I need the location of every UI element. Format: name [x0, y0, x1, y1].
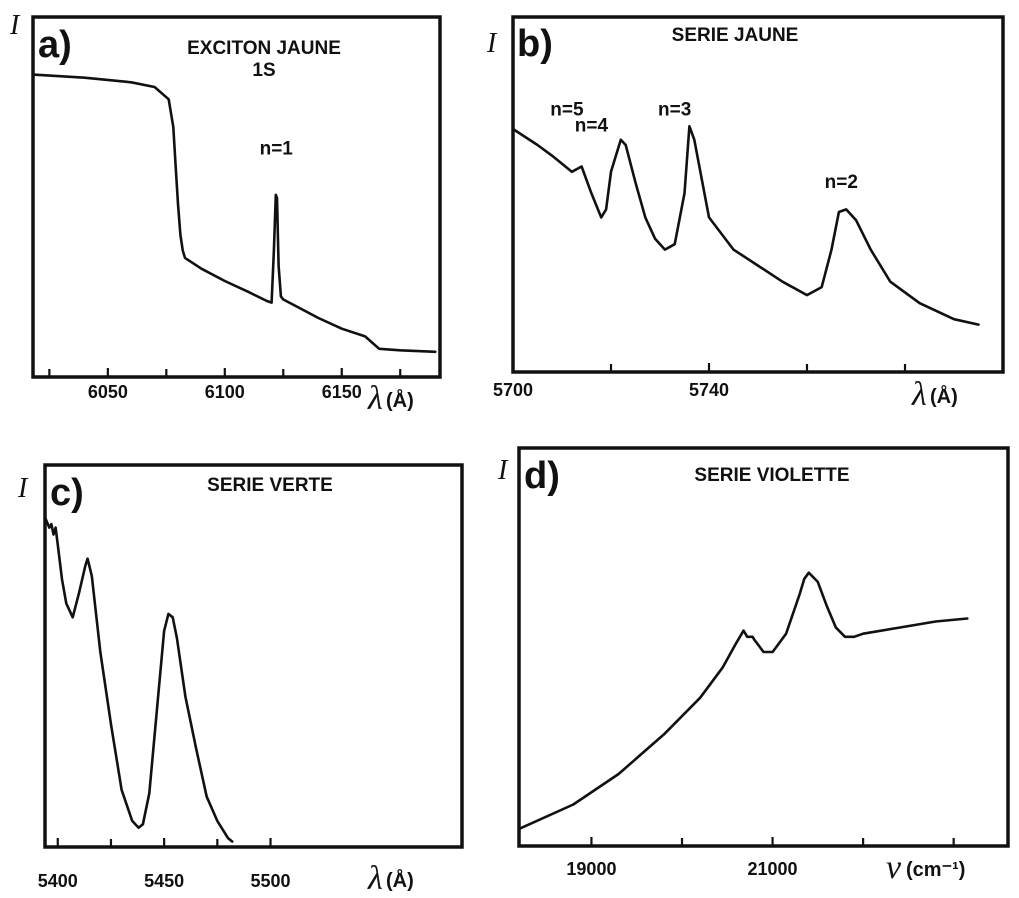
panel-b-title: SERIE JAUNE — [672, 25, 799, 46]
panel-d-xtick-label: 19000 — [566, 859, 616, 879]
panel-b-frame — [511, 15, 1005, 374]
panel-c-letter: c) — [50, 472, 84, 514]
panel-c-xtick-label: 5450 — [144, 871, 184, 891]
panel-c-xtick-label: 5400 — [38, 871, 78, 891]
panel-d: I d) SERIE VIOLETTE 19000 21000 ν (cm⁻¹) — [497, 446, 1010, 886]
panel-b-xtick-label: 5740 — [689, 380, 729, 400]
panel-d-xlabel-unit: (cm⁻¹) — [906, 859, 965, 881]
panel-d-letter: d) — [524, 455, 560, 497]
panel-b-xlabel-symbol: λ — [911, 376, 927, 413]
panel-b-plot: 5700 5740 n=5n=4 n=3 n=2 — [493, 100, 980, 400]
panel-a-plot: 6050 6100 6150 n=1 — [31, 73, 437, 402]
panel-a-letter: a) — [38, 24, 72, 66]
panel-a-annotation: n=1 — [260, 139, 294, 160]
panel-a-ylabel: I — [9, 10, 21, 41]
panel-c-ylabel: I — [17, 473, 29, 504]
panel-d-xtick-label: 21000 — [748, 859, 798, 879]
panel-d-ylabel: I — [497, 455, 509, 486]
panel-c-xlabel-unit: (Å) — [386, 868, 414, 892]
panel-b-xtick-label: 5700 — [493, 380, 533, 400]
panel-b-ylabel: I — [486, 28, 498, 59]
panel-a-xtick-label: 6150 — [322, 382, 362, 402]
panel-b-xlabel-unit: (Å) — [930, 384, 958, 408]
panel-a-frame — [31, 15, 442, 379]
panel-b-annotation: n=3 — [658, 100, 691, 121]
panel-c: I c) SERIE VERTE 5400 5450 5500 λ (Å) — [17, 463, 464, 897]
panel-c-xlabel-symbol: λ — [367, 860, 383, 897]
panel-c-series-line — [43, 516, 234, 843]
panel-c-frame — [43, 463, 464, 849]
panel-b-annotation: n=5 — [550, 100, 584, 121]
panel-d-frame — [517, 446, 1010, 848]
panel-a-xlabel-symbol: λ — [367, 380, 383, 417]
panel-b-letter: b) — [517, 23, 553, 65]
panel-b-annotation: n=2 — [825, 172, 858, 193]
panel-b-series-line — [511, 125, 980, 326]
panel-d-xlabel-symbol: ν — [886, 849, 902, 886]
panel-c-title: SERIE VERTE — [207, 475, 333, 496]
panel-a-title: EXCITON JAUNE — [187, 38, 341, 59]
panel-c-plot: 5400 5450 5500 — [38, 516, 291, 891]
panel-c-xtick-label: 5500 — [250, 871, 290, 891]
panel-b-annotation: n=4 — [575, 116, 609, 137]
panel-a-xtick-label: 6050 — [88, 382, 128, 402]
panel-d-plot: 19000 21000 — [517, 571, 969, 879]
panel-a-series-line — [31, 73, 437, 354]
panel-d-series-line — [517, 571, 969, 831]
panel-a-xtick-label: 6100 — [205, 382, 245, 402]
panel-a-subtitle: 1S — [252, 60, 275, 81]
panel-a-xlabel-unit: (Å) — [386, 388, 414, 412]
panel-d-title: SERIE VIOLETTE — [694, 465, 849, 486]
